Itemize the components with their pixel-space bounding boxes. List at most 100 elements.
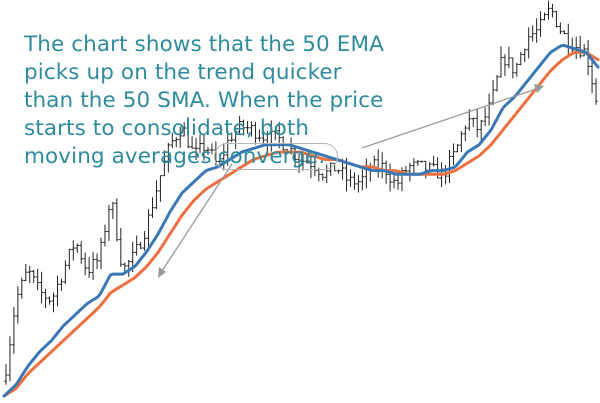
price-bar	[170, 132, 175, 149]
price-bar	[491, 79, 495, 106]
price-bar	[245, 121, 250, 134]
price-bar	[103, 224, 107, 247]
price-bar	[16, 286, 20, 324]
price-bar	[594, 78, 598, 105]
price-bar	[301, 153, 305, 171]
price-bar	[111, 201, 115, 220]
price-bar	[182, 122, 186, 137]
price-bar	[158, 175, 163, 202]
price-bar	[27, 265, 32, 284]
price-bar	[455, 143, 460, 153]
price-bar	[499, 46, 503, 78]
price-bar	[348, 169, 353, 187]
price-bar	[475, 109, 480, 138]
price-bar	[23, 263, 28, 282]
price-bar	[126, 259, 131, 277]
callout-arrows	[158, 84, 544, 278]
price-bar	[206, 147, 210, 156]
price-bar	[586, 40, 590, 76]
annotation-line-1: The chart shows that the 50 EMA	[24, 32, 384, 57]
price-bar	[297, 153, 301, 174]
price-bar	[99, 237, 103, 270]
price-bar	[233, 125, 238, 150]
price-bar	[313, 155, 317, 177]
price-bar	[542, 12, 547, 21]
price-bar	[35, 268, 40, 291]
price-bar	[479, 119, 483, 141]
price-bar	[162, 150, 167, 177]
price-bar	[507, 46, 511, 69]
price-bar	[198, 134, 202, 154]
price-bar	[154, 180, 159, 210]
callout-arrow-left	[159, 163, 233, 275]
price-bar	[447, 149, 452, 184]
price-bar	[67, 248, 72, 270]
price-bar	[79, 241, 84, 264]
price-bar	[590, 56, 594, 94]
price-bar	[51, 292, 56, 313]
price-bar	[39, 271, 44, 304]
price-bar	[31, 269, 36, 283]
price-bar	[122, 262, 127, 272]
price-bar	[562, 30, 567, 35]
price-bar	[71, 240, 76, 261]
price-bar	[416, 159, 420, 166]
price-bar	[257, 129, 262, 142]
price-bar	[210, 143, 214, 155]
price-bar	[75, 243, 80, 253]
price-bar	[249, 121, 254, 137]
price-bar	[55, 275, 60, 307]
price-bar	[487, 93, 491, 126]
price-bar	[522, 48, 527, 62]
price-bar	[194, 137, 198, 161]
price-bar	[352, 172, 357, 190]
price-bar	[530, 25, 535, 42]
price-bar	[115, 198, 119, 242]
callout-arrow-right	[361, 87, 540, 149]
price-bar	[134, 235, 139, 256]
price-bar	[550, 3, 555, 18]
annotation-line-2: picks up on the trend quicker	[24, 60, 342, 85]
price-bar	[241, 119, 246, 136]
price-bar	[95, 253, 99, 270]
price-bar	[83, 252, 87, 276]
price-bar	[59, 278, 64, 291]
price-bar	[471, 117, 476, 127]
price-bar	[459, 131, 464, 153]
price-bar	[63, 260, 68, 285]
sma-50-line	[2, 50, 600, 398]
price-bar	[12, 307, 16, 354]
price-bar	[8, 336, 12, 382]
price-bar	[554, 10, 559, 28]
price-bar	[578, 35, 582, 59]
price-bar	[518, 51, 523, 66]
price-bar	[495, 74, 499, 92]
annotation-line-5: moving averages converge.	[24, 143, 339, 171]
price-bar	[404, 165, 408, 174]
price-bar	[138, 241, 143, 249]
price-bar	[20, 277, 24, 299]
arrowhead-right-icon	[534, 84, 544, 93]
price-bar	[546, 0, 551, 20]
price-bar	[534, 18, 539, 43]
price-bar	[364, 158, 369, 189]
price-bar	[380, 152, 384, 179]
price-bar	[558, 22, 563, 35]
price-bar	[309, 153, 313, 179]
price-bar	[419, 160, 424, 163]
price-bar	[150, 197, 155, 218]
price-bar	[376, 149, 381, 178]
price-bar	[320, 173, 325, 181]
price-bar	[408, 162, 412, 182]
price-bar	[582, 43, 586, 57]
price-bar	[87, 257, 91, 278]
price-bar	[229, 132, 234, 142]
price-bar	[253, 121, 258, 145]
price-bar	[467, 109, 472, 131]
price-bar	[360, 169, 365, 191]
annotation-line-4: starts to consolidate, both	[24, 116, 310, 141]
price-bar	[273, 130, 278, 141]
price-bar	[451, 143, 456, 166]
price-bar	[431, 155, 436, 167]
